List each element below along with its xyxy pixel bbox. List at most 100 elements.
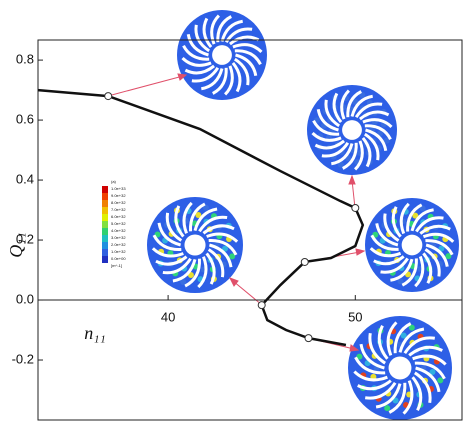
- runner-blade: [151, 247, 184, 258]
- runner-heat: [356, 353, 363, 360]
- runner-heat: [408, 324, 415, 331]
- runner-blade: [184, 64, 216, 75]
- runner-blade: [410, 208, 434, 232]
- runner-blade: [191, 66, 220, 83]
- runner-heat: [429, 369, 436, 376]
- runner-heat: [359, 92, 366, 99]
- runner-heat: [392, 397, 399, 404]
- y-tick-label: 0.8: [16, 52, 34, 67]
- runner-blade: [332, 92, 343, 124]
- x-axis-label: n₁₁: [84, 323, 106, 343]
- colorbar-label: 3.0e+32: [111, 235, 126, 240]
- runner-blade: [386, 321, 398, 356]
- runner-blade: [233, 57, 250, 86]
- runner-blade: [350, 94, 374, 117]
- colorbar-swatch: [102, 207, 108, 214]
- runner-blade: [162, 257, 192, 275]
- runner-blade: [422, 232, 455, 243]
- runner-blade: [182, 45, 210, 61]
- y-tick-label: -0.2: [12, 351, 34, 366]
- runner-blade: [324, 99, 341, 128]
- runner-blade: [425, 239, 454, 256]
- runner-blade: [380, 257, 409, 274]
- runner-blade: [357, 379, 392, 391]
- runner-blade: [202, 17, 213, 49]
- runner-insets: [147, 10, 459, 420]
- runner-blade: [311, 131, 342, 142]
- colorbar-label: 4.0e+32: [111, 228, 126, 233]
- runner-blade: [422, 252, 433, 284]
- operating-point: [304, 334, 313, 343]
- runner-blade: [155, 255, 188, 266]
- runner-blade: [200, 68, 224, 91]
- runner-blade: [359, 343, 385, 370]
- runner-hub: [342, 120, 362, 140]
- runner-blade: [414, 255, 425, 288]
- runner-blade: [228, 35, 260, 46]
- colorbar-swatch: [102, 200, 108, 207]
- colorbar-label: (a): [111, 179, 117, 184]
- runner-heat: [195, 211, 202, 218]
- runner-blade: [353, 370, 388, 382]
- runner-blade: [388, 382, 407, 414]
- runner-blade: [425, 243, 449, 267]
- runner-heat: [397, 278, 404, 285]
- runner-blade: [375, 383, 402, 409]
- y-tick-label: 0.4: [16, 172, 34, 187]
- runner-hub: [184, 234, 206, 256]
- runner-blade: [212, 67, 228, 95]
- colorbar-swatch: [102, 186, 108, 193]
- runner-blade: [206, 232, 239, 243]
- runner-blade: [406, 203, 423, 232]
- runner-blade: [363, 132, 380, 161]
- runner-blade: [186, 33, 209, 57]
- runner-heat: [400, 332, 407, 339]
- runner-heat: [412, 212, 419, 219]
- curve: [37, 88, 365, 347]
- colorbar-swatch: [102, 221, 108, 228]
- runner-blade: [172, 258, 197, 283]
- runner-blade: [223, 65, 234, 96]
- colorbar-label: 1.0e+33: [111, 186, 126, 191]
- runner-hub: [388, 356, 412, 380]
- x-tick-label: 40: [161, 309, 175, 324]
- operating-point: [104, 92, 113, 101]
- runner-blade: [210, 14, 221, 45]
- runner-heat: [229, 253, 236, 260]
- runner-heat: [445, 253, 452, 260]
- runner-blade: [342, 142, 358, 170]
- runner-blade: [364, 381, 397, 400]
- runner-blade: [208, 239, 238, 256]
- runner-blade: [419, 224, 451, 235]
- colorbar-swatch: [102, 214, 108, 221]
- colorbar-swatch: [102, 228, 108, 235]
- runner-blade: [412, 354, 447, 366]
- runner-blade: [152, 234, 182, 251]
- runner-blade: [399, 202, 410, 235]
- runner-blade: [354, 102, 383, 119]
- runner-blade: [415, 216, 444, 233]
- runner-blade: [401, 258, 418, 287]
- runner-blade: [364, 124, 392, 140]
- runner-blade: [411, 376, 423, 411]
- runner-blade: [216, 15, 232, 43]
- runner-blade: [182, 201, 193, 234]
- runner-blade: [181, 56, 212, 67]
- colorbar-label: 8.0e+32: [111, 200, 126, 205]
- runner-blade: [231, 61, 242, 93]
- runner-heat: [222, 245, 229, 252]
- runner-blade: [415, 366, 441, 393]
- runner-blade: [424, 248, 441, 277]
- runner-blade: [198, 215, 228, 233]
- y-axis-label: Q₁₁: [6, 232, 26, 258]
- colorbar-swatch: [102, 249, 108, 256]
- runner-blade: [390, 258, 414, 282]
- runner-blade: [368, 332, 387, 365]
- runner-blade: [402, 380, 414, 415]
- runner-blade: [202, 224, 235, 235]
- operating-point: [257, 301, 266, 310]
- colorbar-label: 7.0e+32: [111, 207, 126, 212]
- runner-blade: [314, 139, 346, 150]
- runner-blade: [316, 108, 339, 132]
